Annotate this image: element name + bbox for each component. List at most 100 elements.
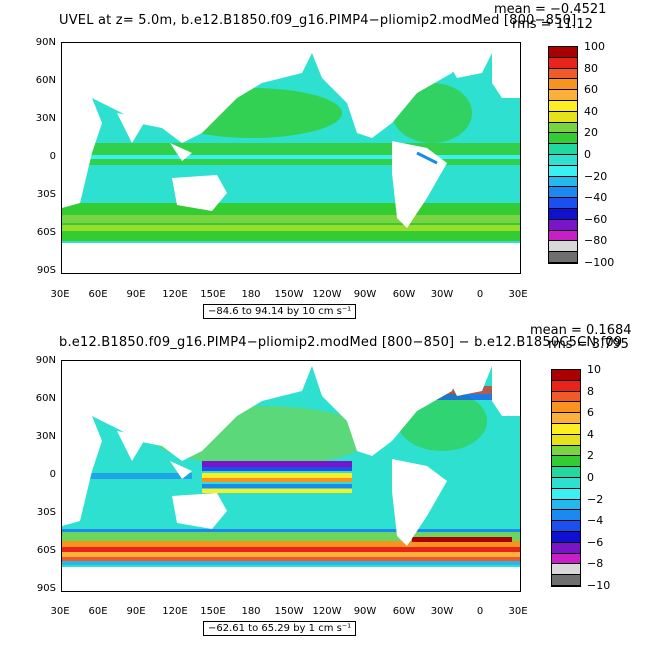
colorbar-swatch [552, 488, 580, 500]
colorbar [551, 369, 581, 587]
colorbar-swatch [552, 413, 580, 424]
lon-label: 30W [430, 606, 454, 617]
colorbar-swatch [549, 100, 577, 112]
colorbar-swatch [549, 187, 577, 199]
lat-label: 30S [36, 189, 56, 200]
contour-range-label: −84.6 to 94.14 by 10 cm s⁻¹ [203, 304, 357, 319]
colorbar-swatch [552, 477, 580, 489]
lon-label: 180 [241, 606, 261, 617]
colorbar-label: −40 [584, 191, 608, 205]
lon-label: 30E [50, 606, 70, 617]
colorbar-swatch [549, 111, 577, 123]
colorbar-swatch [549, 79, 577, 91]
lat-label: 60N [35, 393, 56, 404]
lon-label: 60E [88, 606, 108, 617]
lat-label: 60N [35, 75, 56, 86]
colorbar-label: 4 [587, 427, 594, 441]
colorbar-label: 20 [584, 126, 598, 140]
lon-label: 30E [508, 606, 528, 617]
colorbar-label: 6 [587, 406, 594, 420]
lon-label: 150W [274, 289, 304, 300]
lat-label: 30N [35, 113, 56, 124]
colorbar-swatch [552, 510, 580, 522]
colorbar-swatch [552, 423, 580, 435]
lat-label: 30N [35, 431, 56, 442]
colorbar-swatch [549, 90, 577, 101]
colorbar-label: 0 [587, 471, 594, 484]
colorbar-swatch [549, 208, 577, 220]
lon-label: 60W [392, 606, 416, 617]
colorbar-swatch [549, 68, 577, 80]
colorbar-swatch [549, 198, 577, 209]
colorbar-swatch [552, 521, 580, 532]
colorbar-swatch [552, 445, 580, 457]
colorbar-label: −2 [587, 492, 604, 506]
colorbar-label: −80 [584, 234, 608, 248]
colorbar-label: 100 [584, 40, 605, 53]
colorbar-swatch [549, 57, 577, 69]
colorbar-swatch [552, 434, 580, 446]
lon-label: 120E [162, 289, 188, 300]
colorbar-label: 8 [587, 384, 594, 398]
panel-title: UVEL at z= 5.0m, b.e12.B1850.f09_g16.PIM… [59, 13, 577, 28]
colorbar-swatch [549, 154, 577, 166]
ocean-velocity-map [62, 43, 520, 273]
colorbar-swatch [549, 165, 577, 177]
colorbar-swatch [552, 370, 580, 381]
lon-label: 150E [200, 606, 226, 617]
colorbar-swatch [549, 133, 577, 145]
colorbar-label: 2 [587, 449, 594, 463]
colorbar-label: 0 [584, 148, 591, 161]
colorbar-swatch [552, 553, 580, 565]
colorbar-label: 10 [587, 363, 601, 376]
colorbar-swatch [552, 467, 580, 478]
colorbar-swatch [549, 47, 577, 58]
lon-label: 90E [126, 606, 146, 617]
lon-label: 90E [126, 289, 146, 300]
colorbar-swatch [552, 456, 580, 468]
lon-label: 60W [392, 289, 416, 300]
colorbar [548, 46, 578, 264]
ocean-velocity-difference-map [62, 361, 520, 591]
colorbar-swatch [552, 564, 580, 576]
colorbar-swatch [549, 144, 577, 155]
lon-label: 120W [312, 606, 342, 617]
colorbar-swatch [549, 122, 577, 134]
lon-label: 90W [353, 606, 377, 617]
lat-label: 60S [36, 227, 56, 238]
lon-label: 30E [508, 289, 528, 300]
mean-stat: mean = 0.1684 [530, 323, 632, 338]
colorbar-swatch [552, 499, 580, 511]
lon-label: 60E [88, 289, 108, 300]
lon-label: 150E [200, 289, 226, 300]
colorbar-label: −60 [584, 212, 608, 226]
colorbar-swatch [549, 176, 577, 188]
colorbar-label: −6 [587, 535, 604, 549]
colorbar-label: 40 [584, 104, 598, 118]
colorbar-label: −4 [587, 514, 604, 528]
lon-label: 90W [353, 289, 377, 300]
rms-stat: rms = 3.795 [548, 337, 629, 352]
colorbar-swatch [552, 531, 580, 543]
colorbar-swatch [552, 575, 580, 586]
lon-label: 180 [241, 289, 261, 300]
lat-label: 90N [35, 355, 56, 366]
lon-label: 0 [476, 289, 484, 300]
map-frame [61, 360, 521, 592]
colorbar-label: 80 [584, 61, 598, 75]
contour-range-label: −62.61 to 65.29 by 1 cm s⁻¹ [203, 621, 357, 636]
colorbar-swatch [552, 402, 580, 414]
lat-label: 90S [36, 583, 56, 594]
colorbar-swatch [549, 241, 577, 253]
lat-label: 90S [36, 265, 56, 276]
lon-label: 0 [476, 606, 484, 617]
lat-label: 60S [36, 545, 56, 556]
panel-title: b.e12.B1850.f09_g16.PIMP4−pliomip2.modMe… [59, 335, 623, 350]
map-frame [61, 42, 521, 274]
mean-stat: mean = −0.4521 [494, 2, 607, 17]
colorbar-label: −10 [587, 579, 611, 592]
colorbar-swatch [549, 252, 577, 263]
colorbar-swatch [549, 219, 577, 231]
colorbar-swatch [552, 380, 580, 392]
lon-label: 120E [162, 606, 188, 617]
